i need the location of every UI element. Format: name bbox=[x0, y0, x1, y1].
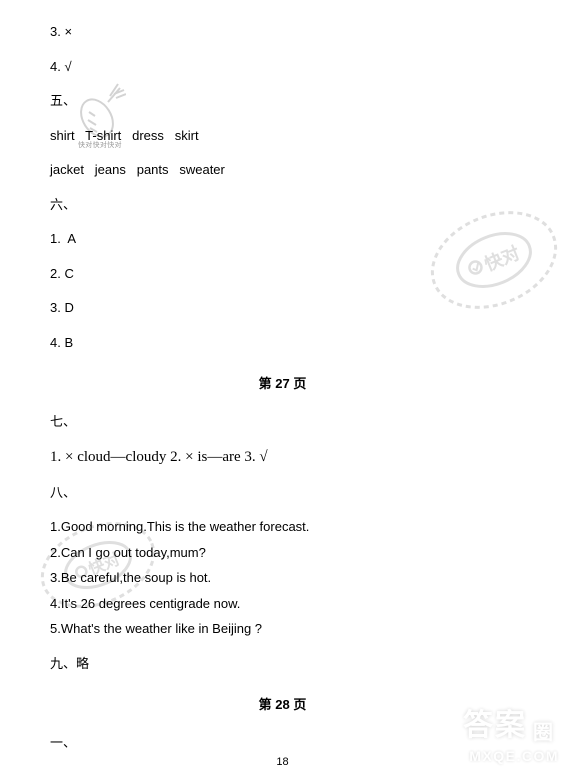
answer-line: 2. C bbox=[50, 264, 515, 284]
section-heading-six: 六、 bbox=[50, 195, 515, 215]
sentence-line: 5.What's the weather like in Beijing ? bbox=[50, 619, 515, 639]
section-heading-nine: 九、略 bbox=[50, 654, 515, 674]
answer-line: 3. D bbox=[50, 298, 515, 318]
answer-line: 4. B bbox=[50, 333, 515, 353]
sentence-line: 2.Can I go out today,mum? bbox=[50, 543, 515, 563]
sentence-line: 1.Good morning.This is the weather forec… bbox=[50, 517, 515, 537]
sentence-line: 4.It's 26 degrees centigrade now. bbox=[50, 594, 515, 614]
word-list-row: shirt T-shirt dress skirt bbox=[50, 126, 515, 146]
section-heading-five: 五、 bbox=[50, 91, 515, 111]
watermark-text-pre: 答案 bbox=[463, 709, 527, 742]
document-body: 3. × 4. √ 五、 shirt T-shirt dress skirt j… bbox=[0, 0, 565, 752]
watermark-circle-icon: 圈 bbox=[529, 718, 559, 748]
watermark-title: 答案圈 bbox=[463, 711, 559, 748]
word-list-row: jacket jeans pants sweater bbox=[50, 160, 515, 180]
section-heading-one: 一、 bbox=[50, 733, 515, 753]
watermark-bottom-right: 答案圈 MXQE.COM bbox=[463, 711, 559, 764]
answer-line: 4. √ bbox=[50, 57, 515, 77]
section-heading-eight: 八、 bbox=[50, 483, 515, 503]
section-heading-seven: 七、 bbox=[50, 412, 515, 432]
answer-line: 3. × bbox=[50, 22, 515, 42]
answer-line: 1. A bbox=[50, 229, 515, 249]
page-27-title: 第 27 页 bbox=[50, 374, 515, 394]
sentence-line: 3.Be careful,the soup is hot. bbox=[50, 568, 515, 588]
answer-line-serif: 1. × cloud—cloudy 2. × is—are 3. √ bbox=[50, 446, 515, 469]
page-28-title: 第 28 页 bbox=[50, 695, 515, 715]
watermark-url: MXQE.COM bbox=[463, 748, 559, 764]
